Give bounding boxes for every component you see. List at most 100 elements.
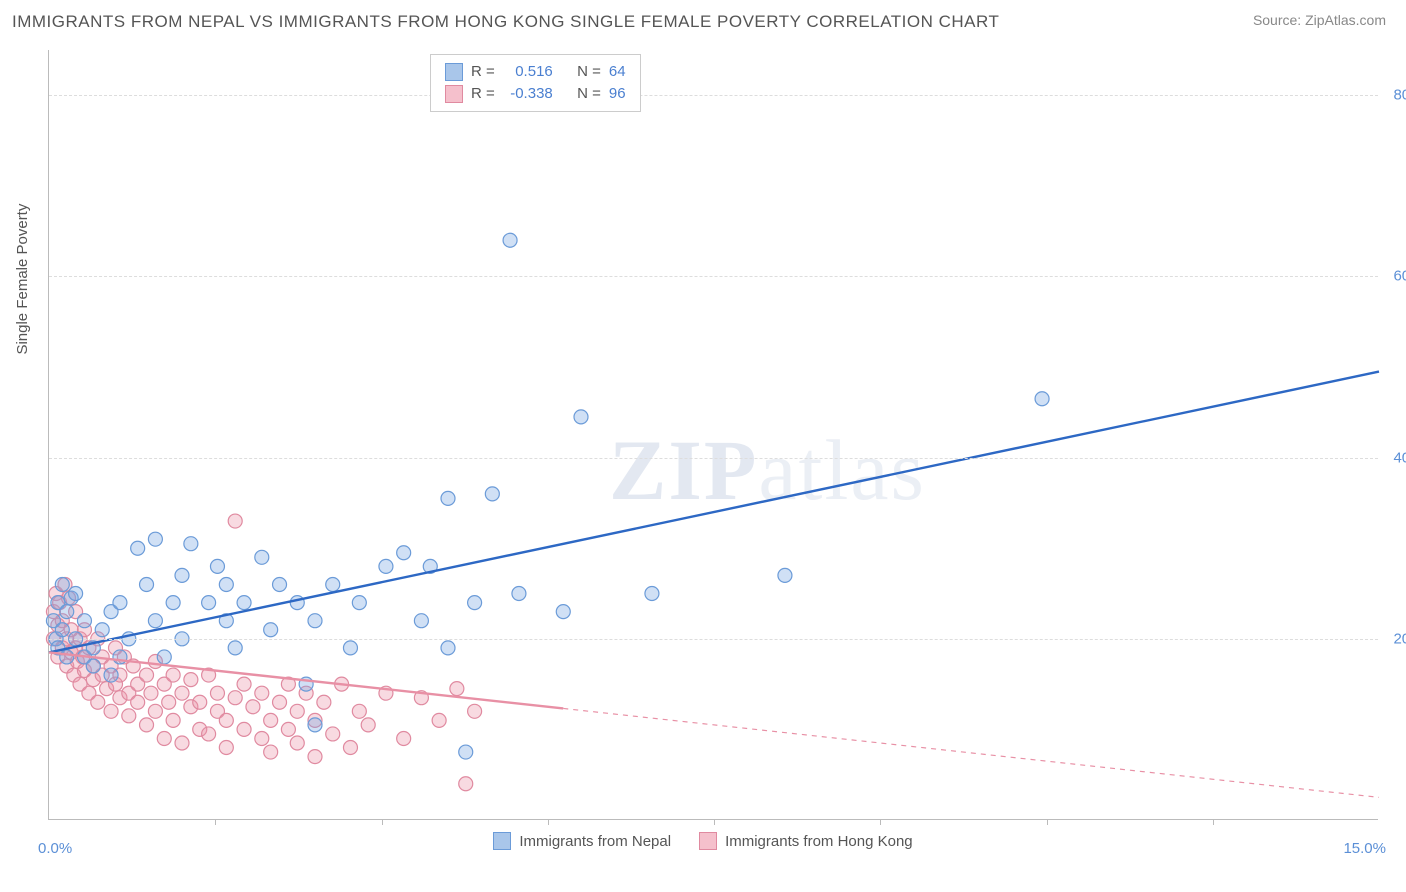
r-value-hongkong: -0.338 — [503, 83, 553, 105]
data-point — [397, 546, 411, 560]
data-point — [556, 605, 570, 619]
data-point — [104, 668, 118, 682]
x-tick — [1213, 819, 1214, 825]
data-point — [255, 686, 269, 700]
data-point — [140, 718, 154, 732]
legend-label-hongkong: Immigrants from Hong Kong — [725, 833, 913, 850]
x-tick — [215, 819, 216, 825]
data-point — [308, 614, 322, 628]
data-point — [485, 487, 499, 501]
data-point — [193, 695, 207, 709]
data-point — [55, 623, 69, 637]
y-axis-title: Single Female Poverty — [14, 204, 31, 355]
swatch-nepal — [445, 63, 463, 81]
x-tick — [1047, 819, 1048, 825]
data-point — [237, 722, 251, 736]
data-point — [148, 704, 162, 718]
source-label: Source: ZipAtlas.com — [1253, 12, 1386, 28]
data-point — [175, 736, 189, 750]
data-point — [468, 596, 482, 610]
data-point — [343, 741, 357, 755]
stats-row-hongkong: R = -0.338 N = 96 — [445, 83, 626, 105]
data-point — [228, 691, 242, 705]
data-point — [645, 587, 659, 601]
data-point — [308, 750, 322, 764]
data-point — [361, 718, 375, 732]
data-point — [77, 614, 91, 628]
data-point — [140, 577, 154, 591]
data-point — [166, 668, 180, 682]
data-point — [157, 650, 171, 664]
data-point — [69, 587, 83, 601]
data-point — [219, 713, 233, 727]
data-point — [468, 704, 482, 718]
data-point — [131, 541, 145, 555]
x-tick — [714, 819, 715, 825]
trend-line-extrapolated — [563, 708, 1379, 797]
data-point — [219, 741, 233, 755]
data-point — [459, 745, 473, 759]
data-point — [228, 514, 242, 528]
data-point — [317, 695, 331, 709]
data-point — [148, 614, 162, 628]
data-point — [441, 491, 455, 505]
data-point — [166, 713, 180, 727]
data-point — [512, 587, 526, 601]
data-point — [459, 777, 473, 791]
data-point — [122, 709, 136, 723]
data-point — [326, 577, 340, 591]
data-point — [574, 410, 588, 424]
data-point — [397, 731, 411, 745]
data-point — [503, 233, 517, 247]
legend-item-nepal: Immigrants from Nepal — [493, 832, 671, 850]
data-point — [148, 532, 162, 546]
data-point — [166, 596, 180, 610]
trend-line — [49, 372, 1379, 653]
y-tick-label: 60.0% — [1386, 268, 1406, 285]
legend-item-hongkong: Immigrants from Hong Kong — [699, 832, 913, 850]
data-point — [450, 682, 464, 696]
data-point — [210, 559, 224, 573]
legend-label-nepal: Immigrants from Nepal — [519, 833, 671, 850]
data-point — [237, 596, 251, 610]
data-point — [210, 686, 224, 700]
data-point — [184, 537, 198, 551]
data-point — [246, 700, 260, 714]
data-point — [326, 727, 340, 741]
data-point — [432, 713, 446, 727]
data-point — [91, 695, 105, 709]
data-point — [255, 550, 269, 564]
data-point — [131, 695, 145, 709]
data-point — [60, 605, 74, 619]
data-point — [219, 577, 233, 591]
gridline — [49, 276, 1378, 277]
data-point — [202, 596, 216, 610]
data-point — [55, 577, 69, 591]
data-point — [157, 731, 171, 745]
data-point — [352, 704, 366, 718]
data-point — [264, 745, 278, 759]
data-point — [175, 686, 189, 700]
data-point — [255, 731, 269, 745]
data-point — [104, 704, 118, 718]
data-point — [414, 614, 428, 628]
data-point — [228, 641, 242, 655]
data-point — [60, 650, 74, 664]
data-point — [273, 695, 287, 709]
x-tick — [880, 819, 881, 825]
y-tick-label: 80.0% — [1386, 87, 1406, 104]
y-tick-label: 20.0% — [1386, 630, 1406, 647]
data-point — [1035, 392, 1049, 406]
gridline — [49, 639, 1378, 640]
data-point — [290, 736, 304, 750]
data-point — [202, 727, 216, 741]
data-point — [95, 623, 109, 637]
data-point — [343, 641, 357, 655]
swatch-hongkong — [445, 85, 463, 103]
gridline — [49, 95, 1378, 96]
stats-box: R = 0.516 N = 64 R = -0.338 N = 96 — [430, 54, 641, 112]
data-point — [144, 686, 158, 700]
legend-swatch-nepal — [493, 832, 511, 850]
data-point — [273, 577, 287, 591]
legend-swatch-hongkong — [699, 832, 717, 850]
